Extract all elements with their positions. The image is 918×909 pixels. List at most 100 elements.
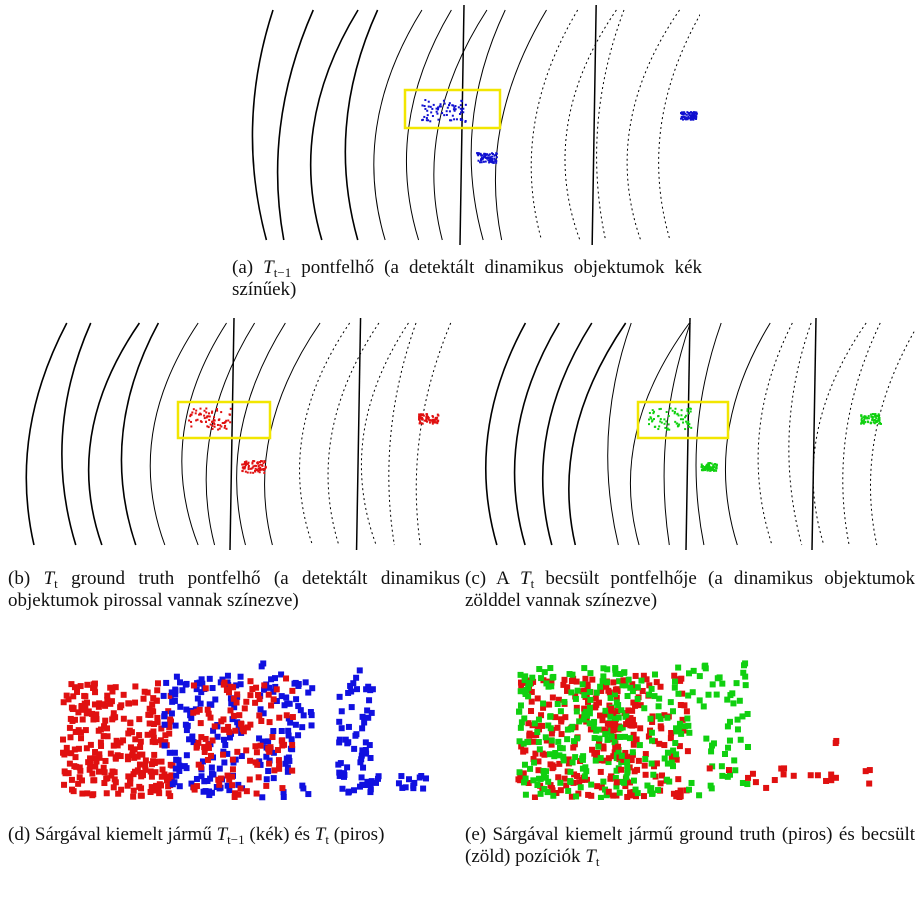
point: [697, 673, 703, 679]
point: [823, 778, 829, 784]
point: [432, 415, 434, 417]
point: [678, 676, 684, 682]
point: [709, 470, 711, 472]
point: [589, 747, 595, 753]
caption-text: pontfelhő (a detektált dinamikus objektu…: [232, 257, 702, 300]
point: [743, 682, 749, 688]
point: [283, 675, 289, 681]
point: [641, 793, 647, 799]
point: [339, 786, 345, 792]
point: [635, 696, 641, 702]
point: [627, 792, 633, 798]
point: [103, 758, 109, 764]
scan-line: [789, 323, 811, 545]
point: [198, 734, 204, 740]
point: [672, 410, 674, 412]
point: [363, 686, 369, 692]
point: [254, 471, 256, 473]
point: [485, 161, 487, 163]
point: [262, 462, 264, 464]
point: [675, 665, 681, 671]
point: [441, 112, 443, 114]
point: [664, 427, 666, 429]
point: [205, 421, 207, 423]
point: [606, 789, 612, 795]
point: [265, 768, 271, 774]
point: [558, 708, 564, 714]
point: [674, 411, 676, 413]
point: [432, 423, 434, 425]
point: [866, 781, 872, 787]
point: [678, 414, 680, 416]
point: [199, 408, 201, 410]
point: [182, 763, 188, 769]
point: [84, 745, 90, 751]
point: [145, 732, 151, 738]
point: [624, 770, 630, 776]
point: [220, 716, 226, 722]
scan-line: [361, 323, 408, 545]
point: [594, 690, 600, 696]
point: [778, 766, 784, 772]
point: [261, 460, 263, 462]
point: [529, 675, 535, 681]
point: [309, 712, 315, 718]
math-var: T: [520, 568, 531, 589]
point: [169, 710, 175, 716]
point: [430, 106, 432, 108]
point: [258, 743, 264, 749]
point: [451, 104, 453, 106]
point: [263, 783, 269, 789]
point: [593, 696, 599, 702]
caption-text: (piros): [329, 824, 384, 845]
point: [534, 729, 540, 735]
point: [425, 413, 427, 415]
point: [707, 765, 713, 771]
point: [665, 750, 671, 756]
point: [130, 794, 136, 800]
point: [515, 776, 521, 782]
point: [630, 749, 636, 755]
math-var: T: [217, 824, 228, 845]
math-var: T: [585, 846, 596, 867]
point: [289, 742, 295, 748]
point: [460, 108, 462, 110]
math-sub: t: [596, 854, 600, 869]
point: [722, 751, 728, 757]
point: [641, 705, 647, 711]
point: [357, 667, 363, 673]
point: [763, 785, 769, 791]
point: [481, 161, 483, 163]
point: [615, 702, 621, 708]
point: [524, 739, 530, 745]
point: [613, 687, 619, 693]
point: [580, 766, 586, 772]
point: [880, 423, 882, 425]
point: [102, 769, 108, 775]
point: [490, 156, 492, 158]
point: [493, 158, 495, 160]
point: [68, 716, 74, 722]
point: [729, 690, 735, 696]
point: [621, 780, 627, 786]
point: [161, 693, 167, 699]
point: [279, 785, 285, 791]
point: [665, 761, 671, 767]
point: [709, 785, 715, 791]
point: [446, 110, 448, 112]
point: [730, 700, 736, 706]
scan-line: [543, 323, 592, 545]
point: [604, 679, 610, 685]
point: [111, 743, 117, 749]
point: [423, 116, 425, 118]
caption-b: (b) Tt ground truth pontfelhő (a detektá…: [8, 568, 460, 612]
scan-line: [627, 10, 679, 240]
point: [299, 724, 305, 730]
scan-line: [758, 323, 792, 545]
point: [143, 757, 149, 763]
point: [173, 757, 179, 763]
point: [209, 765, 215, 771]
point: [132, 746, 138, 752]
scan-line: [265, 323, 321, 545]
scan-line: [725, 323, 770, 545]
